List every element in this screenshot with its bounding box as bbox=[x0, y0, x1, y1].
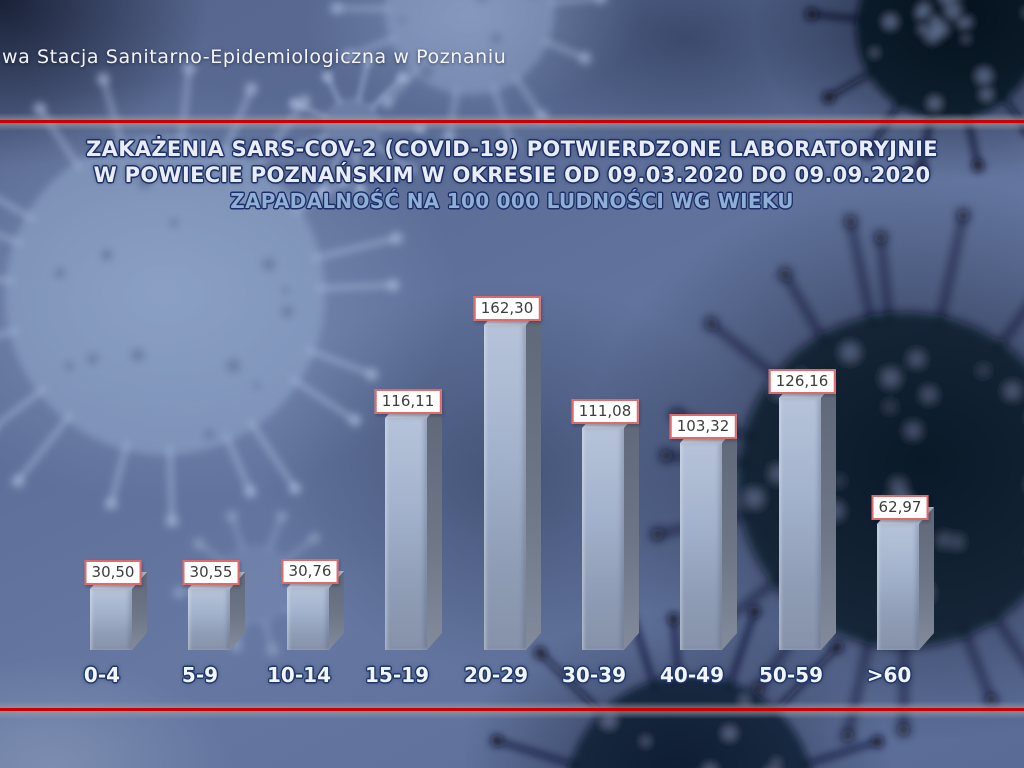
bar-side-face bbox=[722, 426, 737, 650]
category-label: >60 bbox=[867, 663, 912, 687]
category-label: 40-49 bbox=[660, 663, 724, 687]
bar-side-face bbox=[821, 381, 836, 650]
bar-front-face bbox=[90, 589, 132, 650]
bar->60 bbox=[877, 507, 934, 650]
bar-front-face bbox=[188, 589, 230, 650]
bar-value-label: 62,97 bbox=[872, 495, 929, 520]
category-label: 30-39 bbox=[562, 663, 626, 687]
bar-15-19 bbox=[385, 401, 442, 650]
bar-value-label: 111,08 bbox=[572, 399, 639, 424]
bar-front-face bbox=[582, 428, 624, 650]
bar-value-label: 116,11 bbox=[375, 389, 442, 414]
slide: wa Stacja Sanitarno-Epidemiologiczna w P… bbox=[0, 0, 1024, 768]
bar-value-label: 126,16 bbox=[769, 369, 836, 394]
bar-30-39 bbox=[582, 411, 639, 650]
bar-40-49 bbox=[680, 426, 737, 650]
category-label: 50-59 bbox=[759, 663, 823, 687]
bar-value-label: 30,50 bbox=[85, 560, 142, 585]
category-label: 20-29 bbox=[464, 663, 528, 687]
bottom-divider bbox=[0, 701, 1024, 719]
bar-front-face bbox=[385, 418, 427, 650]
bar-front-face bbox=[877, 524, 919, 650]
bar-front-face bbox=[680, 443, 722, 650]
bar-chart: 30,50 0-4 30,55 5-9 30,76 10-14 116,11 15-19 162… bbox=[0, 0, 1024, 768]
category-label: 5-9 bbox=[182, 663, 218, 687]
bar-20-29 bbox=[484, 308, 541, 650]
bar-50-59 bbox=[779, 381, 836, 650]
bottom-red-line bbox=[0, 708, 1024, 711]
bar-value-label: 30,55 bbox=[183, 560, 240, 585]
bar-value-label: 103,32 bbox=[670, 414, 737, 439]
category-label: 0-4 bbox=[84, 663, 120, 687]
bar-side-face bbox=[526, 308, 541, 650]
category-label: 10-14 bbox=[267, 663, 331, 687]
bar-side-face bbox=[427, 401, 442, 650]
bar-value-label: 30,76 bbox=[282, 559, 339, 584]
bar-side-face bbox=[919, 507, 934, 650]
bar-side-face bbox=[624, 411, 639, 650]
bar-front-face bbox=[287, 588, 329, 650]
category-label: 15-19 bbox=[365, 663, 429, 687]
bar-front-face bbox=[484, 325, 526, 650]
bar-front-face bbox=[779, 398, 821, 650]
bar-value-label: 162,30 bbox=[474, 296, 541, 321]
